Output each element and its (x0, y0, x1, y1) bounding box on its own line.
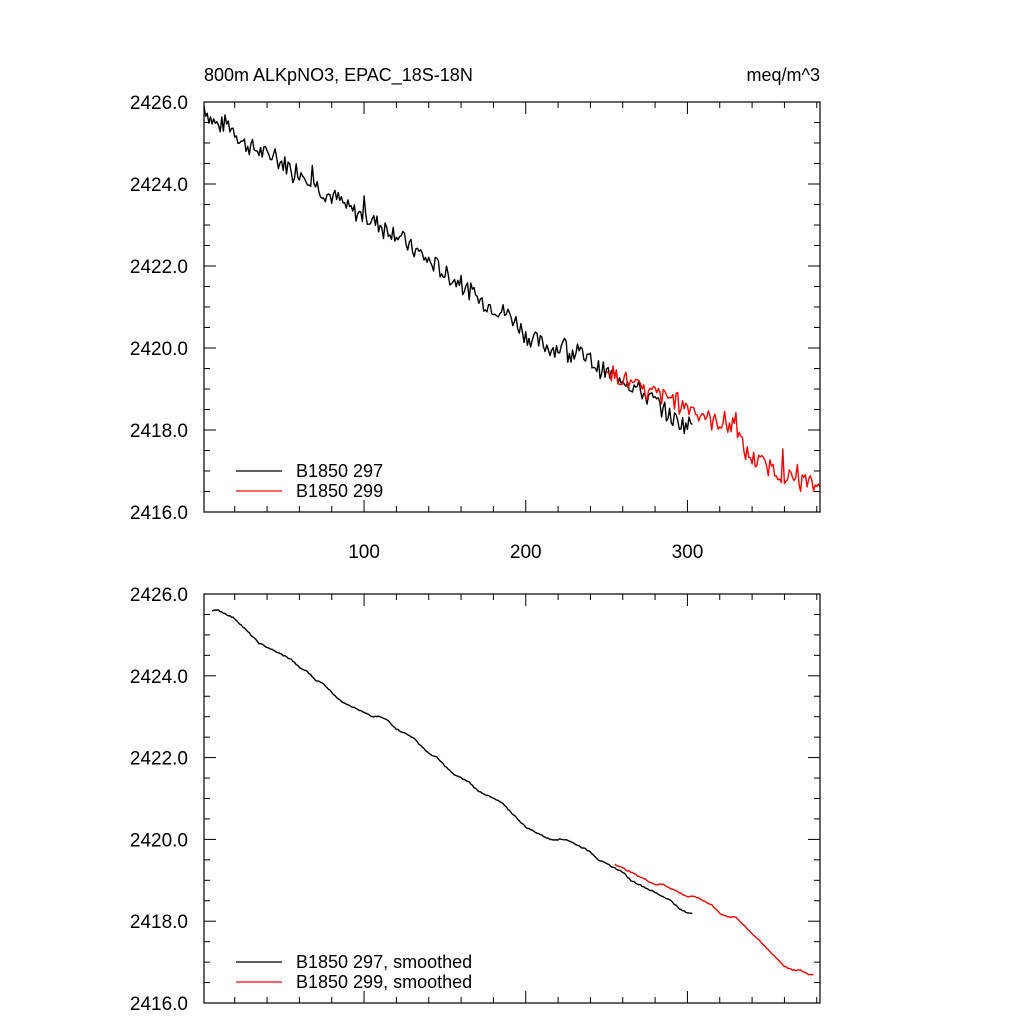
legend-label-b1850-299: B1850 299 (296, 481, 383, 501)
legend-label-b1850-299-smoothed: B1850 299, smoothed (296, 972, 472, 992)
series-line-b1850-299 (606, 365, 821, 492)
bottom-panel: 2416.0 2418.0 2420.0 2422.0 2424.0 2426.0 B18… (130, 585, 821, 1015)
bottom-panel-frame (203, 593, 821, 1004)
y-tick-label: 2426.0 (130, 585, 188, 606)
top-panel-series (203, 106, 821, 492)
y-tick-label: 2424.0 (130, 175, 188, 196)
y-tick-label: 2416.0 (130, 994, 188, 1015)
y-tick-label: 2420.0 (130, 339, 188, 360)
top-panel-title: 800m ALKpNO3, EPAC_18S-18N (204, 65, 473, 86)
bottom-panel-ticks: 2416.0 2418.0 2420.0 2422.0 2424.0 2426.0 (130, 585, 820, 1015)
legend-label-b1850-297-smoothed: B1850 297, smoothed (296, 952, 472, 972)
series-line-b1850-297 (203, 106, 693, 435)
legend-label-b1850-297: B1850 297 (296, 461, 383, 481)
x-tick-label: 100 (348, 542, 380, 563)
y-tick-label: 2420.0 (130, 830, 188, 851)
y-tick-label: 2424.0 (130, 667, 188, 688)
y-tick-label: 2422.0 (130, 749, 188, 770)
top-panel-frame (203, 101, 821, 513)
bottom-panel-series (211, 609, 814, 976)
y-tick-label: 2416.0 (130, 503, 188, 524)
series-line-b1850-297-smoothed (211, 609, 693, 915)
top-panel-ticks: 2416.0 2418.0 2420.0 2422.0 2424.0 2426.0 100 2… (130, 93, 820, 563)
top-panel-units: meq/m^3 (747, 65, 820, 85)
top-panel: 800m ALKpNO3, EPAC_18S-18N meq/m^3 2416.… (130, 65, 821, 563)
top-panel-legend: B1850 297 B1850 299 (236, 461, 383, 501)
y-tick-label: 2422.0 (130, 257, 188, 278)
y-tick-label: 2418.0 (130, 912, 188, 933)
y-tick-label: 2418.0 (130, 421, 188, 442)
series-line-b1850-299-smoothed (614, 863, 814, 976)
bottom-panel-legend: B1850 297, smoothed B1850 299, smoothed (236, 952, 472, 992)
x-tick-label: 200 (510, 542, 542, 563)
y-tick-label: 2426.0 (130, 93, 188, 114)
x-tick-label: 300 (672, 542, 704, 563)
